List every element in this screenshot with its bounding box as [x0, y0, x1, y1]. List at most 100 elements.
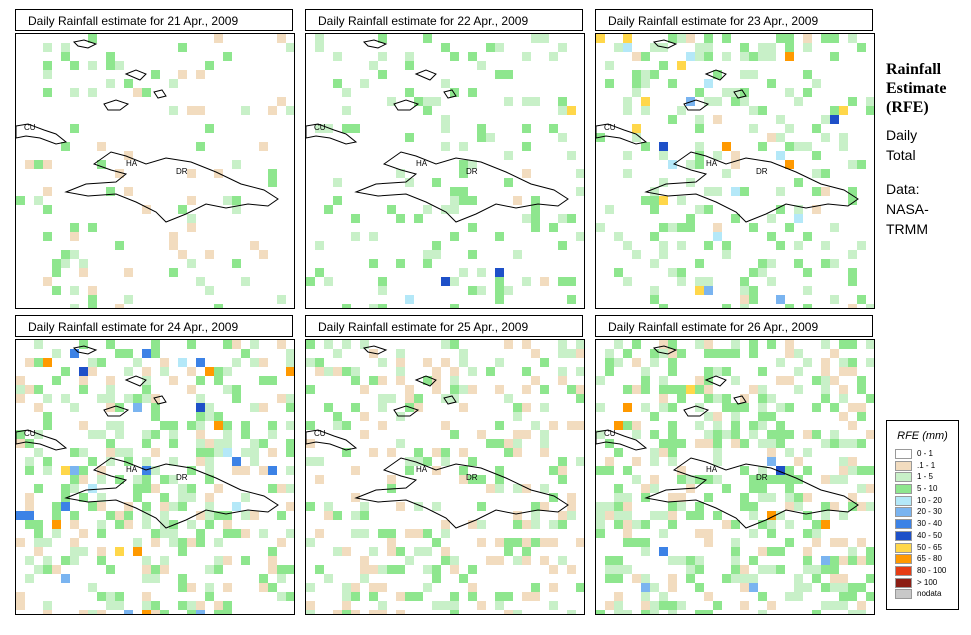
rainfall-cell: [142, 511, 151, 520]
rainfall-cell: [749, 421, 758, 430]
rainfall-cell: [740, 70, 749, 79]
legend-item: 20 - 30: [895, 506, 958, 518]
rainfall-cell: [414, 97, 423, 106]
rainfall-cell: [767, 439, 776, 448]
rainfall-cell: [758, 394, 767, 403]
rainfall-cell: [432, 178, 441, 187]
panel-title: Daily Rainfall estimate for 22 Apr., 200…: [305, 9, 583, 31]
rainfall-cell: [641, 547, 650, 556]
rainfall-cell: [88, 367, 97, 376]
rainfall-cell: [558, 133, 567, 142]
legend-swatch: [895, 484, 912, 495]
rainfall-cell: [821, 520, 830, 529]
rainfall-cell: [513, 403, 522, 412]
country-label: CU: [604, 123, 616, 132]
rainfall-cell: [25, 160, 34, 169]
rainfall-cell: [785, 52, 794, 61]
rainfall-cell: [567, 385, 576, 394]
rainfall-cell: [360, 430, 369, 439]
rainfall-cell: [351, 367, 360, 376]
rainfall-cell: [641, 52, 650, 61]
coastline-path: [683, 99, 710, 111]
rainfall-cell: [785, 592, 794, 601]
rainfall-cell: [124, 295, 133, 304]
rainfall-cell: [405, 88, 414, 97]
rainfall-cell: [495, 70, 504, 79]
rainfall-cell: [794, 259, 803, 268]
rainfall-cell: [142, 484, 151, 493]
rainfall-cell: [43, 556, 52, 565]
rainfall-cell: [713, 439, 722, 448]
legend-title: RFE (mm): [897, 430, 948, 442]
rainfall-cell: [659, 385, 668, 394]
rainfall-cell: [459, 385, 468, 394]
rainfall-cell: [632, 538, 641, 547]
rainfall-cell: [695, 565, 704, 574]
rainfall-cell: [803, 556, 812, 565]
rainfall-cell: [659, 304, 668, 308]
rainfall-cell: [232, 340, 241, 349]
rainfall-cell: [124, 367, 133, 376]
rainfall-cell: [623, 349, 632, 358]
rainfall-cell: [495, 538, 504, 547]
rainfall-cell: [830, 403, 839, 412]
rainfall-cell: [106, 187, 115, 196]
rainfall-cell: [151, 70, 160, 79]
rainfall-cell: [414, 403, 423, 412]
rainfall-cell: [857, 376, 866, 385]
rainfall-cell: [686, 34, 695, 43]
rainfall-cell: [749, 484, 758, 493]
rainfall-cell: [178, 70, 187, 79]
rainfall-cell: [387, 529, 396, 538]
rainfall-cell: [722, 403, 731, 412]
rainfall-cell: [61, 556, 70, 565]
rainfall-cell: [740, 43, 749, 52]
rainfall-map: CU HA DR: [305, 33, 585, 309]
rainfall-cell: [441, 79, 450, 88]
rainfall-cell: [486, 556, 495, 565]
rainfall-cell: [241, 421, 250, 430]
rainfall-cell: [378, 70, 387, 79]
rainfall-cell: [351, 214, 360, 223]
rainfall-cell: [632, 133, 641, 142]
rainfall-cell: [785, 340, 794, 349]
rainfall-cell: [142, 205, 151, 214]
rainfall-cell: [250, 340, 259, 349]
rainfall-cell: [740, 394, 749, 403]
rainfall-cell: [396, 358, 405, 367]
rainfall-cell: [52, 502, 61, 511]
rainfall-cell: [848, 160, 857, 169]
rainfall-cell: [632, 475, 641, 484]
rainfall-cell: [758, 547, 767, 556]
rainfall-cell: [178, 484, 187, 493]
rainfall-cell: [785, 502, 794, 511]
rainfall-cell: [549, 565, 558, 574]
rainfall-cell: [214, 412, 223, 421]
rainfall-cell: [169, 430, 178, 439]
rainfall-cell: [857, 43, 866, 52]
rainfall-cell: [43, 610, 52, 614]
rainfall-cell: [731, 439, 740, 448]
rainfall-cell: [43, 205, 52, 214]
rainfall-cell: [848, 493, 857, 502]
rainfall-cell: [16, 394, 25, 403]
rainfall-cell: [812, 403, 821, 412]
rainfall-cell: [333, 349, 342, 358]
rainfall-cell: [324, 502, 333, 511]
rainfall-cell: [97, 394, 106, 403]
rainfall-cell: [459, 142, 468, 151]
rainfall-cell: [839, 412, 848, 421]
rainfall-cell: [396, 502, 405, 511]
rainfall-cell: [614, 340, 623, 349]
rainfall-cell: [43, 232, 52, 241]
rainfall-cell: [576, 457, 584, 466]
rainfall-grid: [306, 340, 584, 614]
rainfall-cell: [632, 421, 641, 430]
rainfall-cell: [79, 421, 88, 430]
rainfall-cell: [794, 142, 803, 151]
rainfall-cell: [785, 520, 794, 529]
rainfall-cell: [740, 493, 749, 502]
rainfall-cell: [513, 538, 522, 547]
rainfall-cell: [504, 97, 513, 106]
